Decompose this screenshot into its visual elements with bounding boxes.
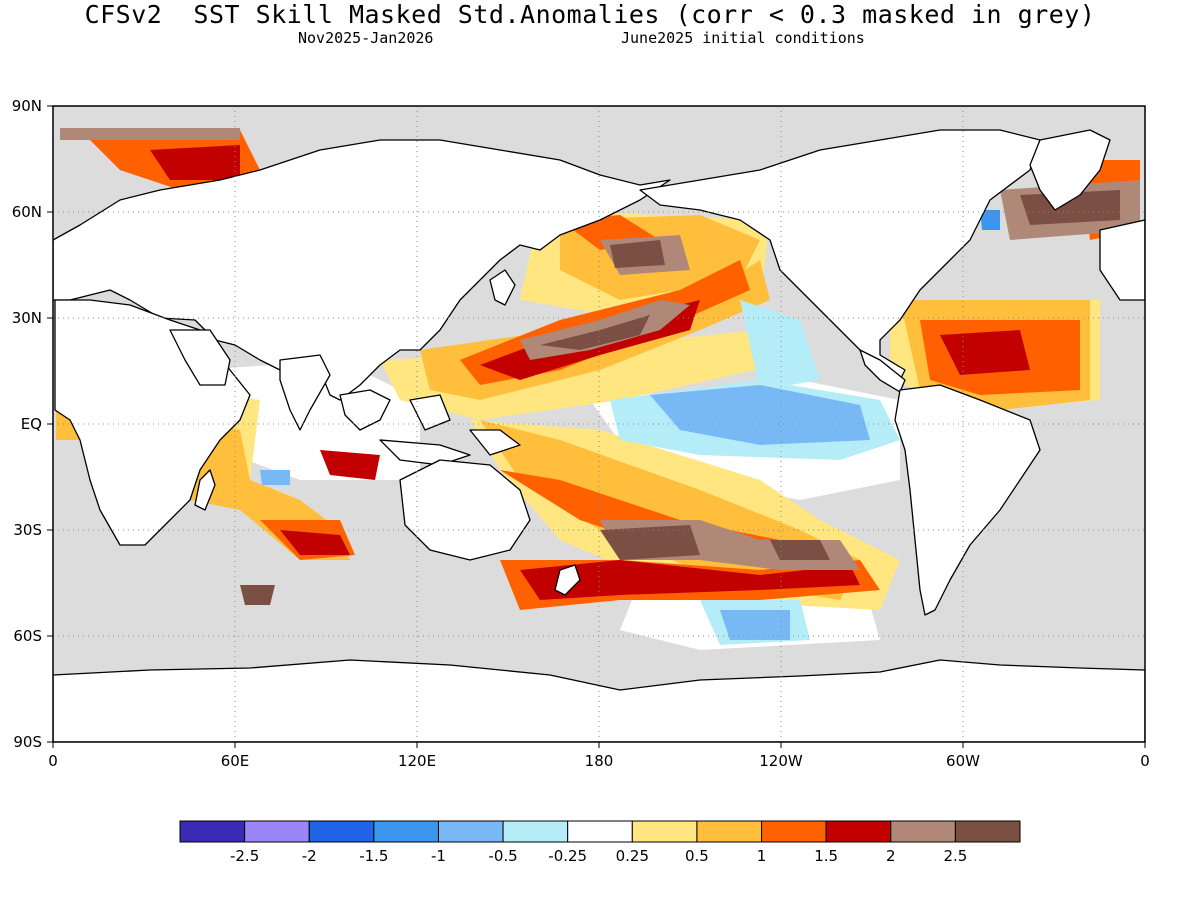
colorbar-swatch (567, 820, 633, 843)
map-field (53, 106, 1145, 742)
lon-label: 60E (221, 752, 250, 770)
lon-label: 60W (946, 752, 980, 770)
lon-label: 0 (1140, 752, 1150, 770)
colorbar-tick-label: 0.25 (616, 847, 649, 865)
colorbar-swatch (373, 820, 439, 843)
initial-conditions-label: June2025 initial conditions (621, 29, 865, 47)
colorbar-swatch (502, 820, 569, 843)
grid-lines (53, 106, 1145, 742)
colorbar: -2.5 -2 -1.5 -1 -0.5 -0.25 0.25 0.5 1 1.5 2 2.5 (179, 820, 1021, 865)
colorbar-tick-label: -0.25 (548, 847, 587, 865)
lon-label: 120E (398, 752, 436, 770)
colorbar-tick-label: -1 (431, 847, 446, 865)
lat-label: 60S (13, 627, 42, 645)
lat-label: 60N (12, 203, 42, 221)
lat-label: 30S (13, 521, 42, 539)
colorbar-tick-label: 2.5 (943, 847, 967, 865)
lat-label: 90N (12, 97, 42, 115)
colorbar-swatch (825, 820, 892, 843)
colorbar-tick-label: 1 (757, 847, 767, 865)
colorbar-tick-label: -0.5 (488, 847, 517, 865)
axis-ticks (47, 105, 1146, 748)
lat-label: EQ (21, 415, 42, 433)
colorbar-swatch (631, 820, 698, 843)
colorbar-swatch (437, 820, 504, 843)
colorbar-tick-label: -2 (302, 847, 317, 865)
colorbar-tick-label: 1.5 (814, 847, 838, 865)
colorbar-tick-label: -1.5 (359, 847, 388, 865)
colorbar-swatch (308, 820, 375, 843)
colorbar-tick-label: 0.5 (685, 847, 709, 865)
lon-label: 120W (759, 752, 803, 770)
lon-label: 0 (48, 752, 58, 770)
colorbar-swatch (761, 820, 827, 843)
colorbar-swatch (244, 820, 310, 843)
chart-title: CFSv2 SST Skill Masked Std.Anomalies (co… (84, 0, 1096, 29)
longitude-labels: 0 60E 120E 180 120W 60W 0 (48, 752, 1150, 770)
colorbar-swatch (890, 820, 956, 843)
colorbar-swatch (179, 820, 246, 843)
period-label: Nov2025-Jan2026 (298, 29, 434, 47)
lon-label: 180 (585, 752, 614, 770)
colorbar-swatch (954, 820, 1021, 843)
colorbar-swatch (696, 820, 763, 843)
continents (53, 129, 1145, 742)
latitude-labels: 90N 60N 30N EQ 30S 60S 90S (12, 97, 42, 751)
lat-label: 90S (13, 733, 42, 751)
colorbar-tick-label: -2.5 (230, 847, 259, 865)
colorbar-tick-label: 2 (886, 847, 896, 865)
lat-label: 30N (12, 309, 42, 327)
